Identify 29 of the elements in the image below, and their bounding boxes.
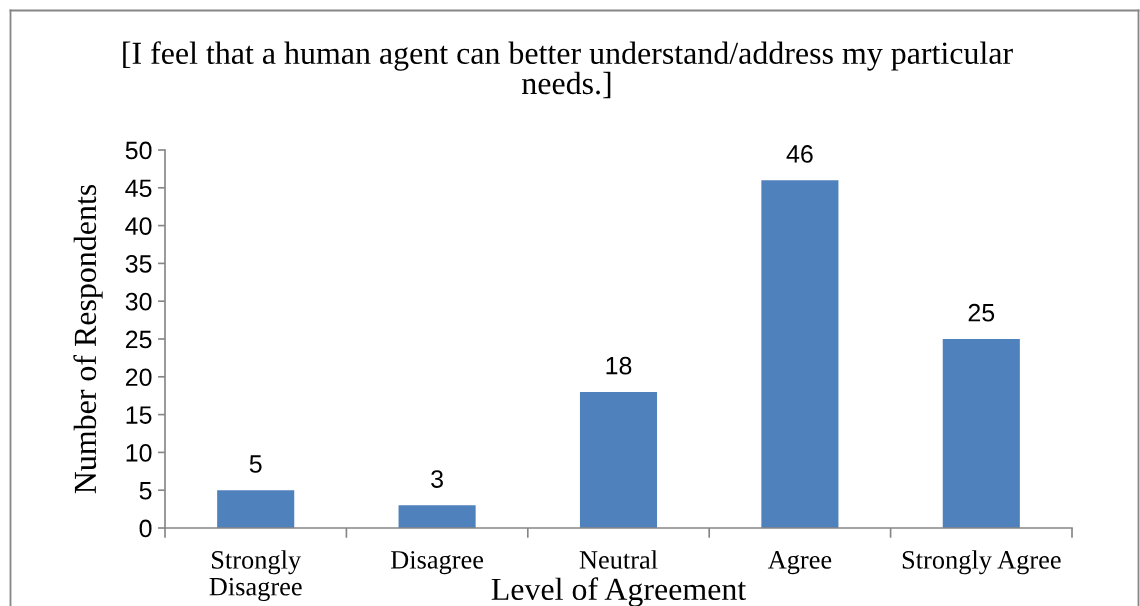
y-tick-label: 5 [139,482,152,500]
x-tick-label: Strongly Disagree [209,550,302,601]
bar [217,490,295,528]
x-tick-label: Agree [767,551,832,575]
bar [398,505,476,528]
data-label: 46 [786,145,813,163]
x-tick-label: Strongly Agree [902,550,1061,575]
bar [761,180,839,528]
y-tick-label: 0 [139,519,152,538]
bar [579,391,658,528]
y-tick-label: 30 [125,292,152,311]
y-tick-label: 25 [125,330,152,349]
data-label: 18 [606,356,632,375]
data-label: 5 [249,455,262,473]
y-tick-label: 40 [125,217,152,235]
y-tick-label: 35 [125,255,152,273]
data-label: 25 [968,303,995,322]
bar [942,339,1020,528]
y-tick-label: 50 [125,141,152,160]
y-tick-label: 10 [126,444,152,462]
y-tick-label: 15 [126,406,152,424]
x-tick-label: Disagree [390,550,484,575]
x-tick-label: Neutral [579,550,658,569]
y-tick-label: 20 [125,368,152,387]
y-axis-title: Number of Respondents [73,184,103,494]
x-axis-title: Level of Agreement [491,577,747,606]
chart-title: [I feel that a human agent can better understand/address my particular needs.] [123,41,1013,99]
y-tick-label: 45 [125,179,152,198]
data-label: 3 [431,470,443,488]
